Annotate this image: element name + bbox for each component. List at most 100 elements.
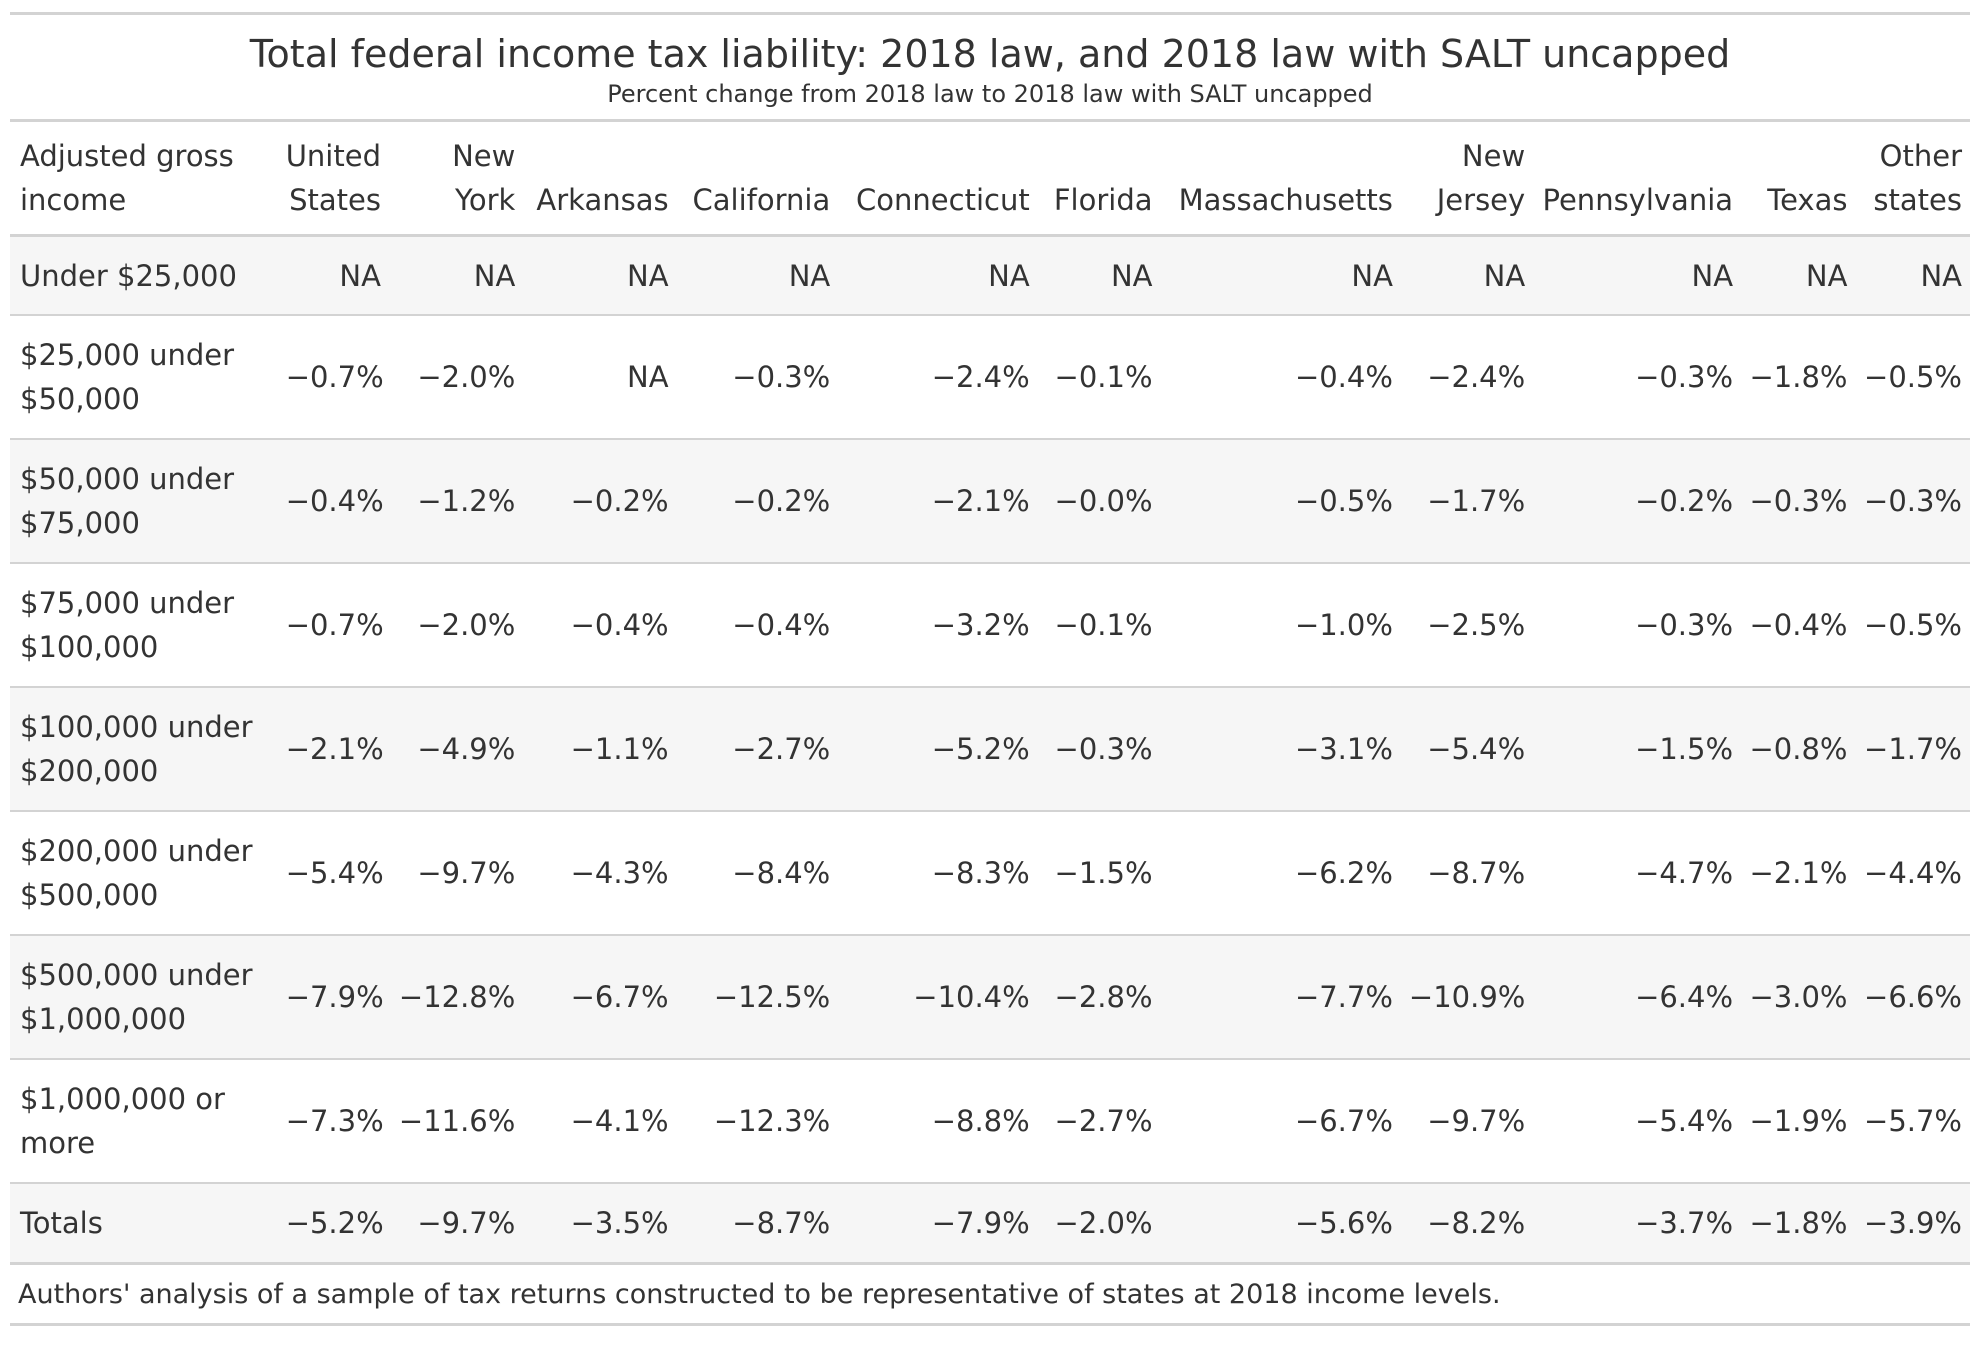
value-cell: −0.7% [285,360,384,394]
value-cell: NA [473,258,516,293]
value-cell: −0.5% [1864,360,1962,394]
income-cell: $100,000 under $200,000 [20,710,253,788]
value-cell: −1.9% [1749,1104,1848,1138]
value-cell: −4.3% [570,856,669,890]
value-cell: −2.5% [1427,608,1526,642]
value-cell: −2.1% [1749,856,1848,890]
table-subtitle: Percent change from 2018 law to 2018 law… [607,80,1373,108]
value-cell: −10.4% [913,980,1030,1014]
value-cell: −7.9% [285,980,384,1014]
value-cell: NA [1691,258,1734,293]
table-row: $50,000 under $75,000 −0.4% −1.2% −0.2% … [10,439,1970,563]
value-cell: −8.4% [732,856,831,890]
value-cell: −6.2% [1294,856,1393,890]
table-row: Under $25,000 NA NA NA NA NA NA NA NA NA… [10,235,1970,315]
value-cell: −2.1% [285,732,384,766]
value-cell: −4.7% [1635,856,1734,890]
value-cell: −1.0% [1294,608,1393,642]
value-cell: −12.3% [713,1104,831,1138]
value-cell: −9.7% [417,1206,516,1240]
value-cell: −1.5% [1054,856,1153,890]
value-cell: −3.7% [1635,1206,1734,1240]
value-cell: −1.2% [417,484,516,518]
value-cell: NA [1920,258,1962,293]
value-cell: −0.4% [732,608,831,642]
income-cell: Under $25,000 [20,258,237,293]
value-cell: −5.4% [1635,1104,1734,1138]
value-cell: −0.4% [570,608,669,642]
value-cell: −8.3% [931,856,1030,890]
value-cell: −2.7% [1054,1104,1153,1138]
value-cell: −12.8% [398,980,516,1014]
value-cell: −3.5% [570,1206,669,1240]
value-cell: −7.7% [1294,980,1393,1014]
value-cell: −7.9% [931,1206,1030,1240]
value-cell: −3.1% [1294,732,1393,766]
value-cell: −0.5% [1864,608,1962,642]
value-cell: NA [1110,258,1153,293]
value-cell: −0.2% [732,484,831,518]
value-cell: −0.8% [1749,732,1848,766]
income-cell: $25,000 under $50,000 [20,338,235,416]
value-cell: −11.6% [398,1104,516,1138]
tax-table-container: Total federal income tax liability: 2018… [10,12,1970,1326]
totals-row: Totals −5.2% −9.7% −3.5% −8.7% −7.9% −2.… [10,1183,1970,1264]
table-row: $200,000 under $500,000 −5.4% −9.7% −4.3… [10,811,1970,935]
value-cell: −0.3% [1635,608,1734,642]
value-cell: −0.2% [570,484,669,518]
value-cell: −0.2% [1635,484,1734,518]
value-cell: −5.4% [285,856,384,890]
value-cell: −5.7% [1864,1104,1962,1138]
value-cell: −0.3% [1635,360,1734,394]
table-row: $1,000,000 or more −7.3% −11.6% −4.1% −1… [10,1059,1970,1183]
column-header: Adjusted gross income [20,139,234,217]
column-header: New Jersey [1436,139,1526,217]
value-cell: −6.7% [1294,1104,1393,1138]
value-cell: −1.8% [1749,1206,1848,1240]
value-cell: −8.8% [931,1104,1030,1138]
value-cell: −8.7% [1427,856,1526,890]
value-cell: −5.4% [1427,732,1526,766]
column-header: United States [285,139,381,217]
column-header: Connecticut [856,183,1030,217]
value-cell: −10.9% [1408,980,1526,1014]
value-cell: −1.1% [570,732,669,766]
top-rule [10,12,1970,15]
table-title: Total federal income tax liability: 2018… [249,32,1731,76]
column-header: New York [452,139,516,217]
value-cell: −9.7% [1427,1104,1526,1138]
value-cell: −1.7% [1427,484,1526,518]
value-cell: −0.3% [1054,732,1153,766]
column-header: Florida [1053,183,1153,217]
income-cell: $500,000 under $1,000,000 [20,958,253,1036]
value-cell: −0.0% [1054,484,1153,518]
value-cell: −8.7% [732,1206,831,1240]
value-cell: −3.2% [931,608,1030,642]
column-header: California [692,183,831,217]
value-cell: −5.2% [285,1206,384,1240]
value-cell: −2.7% [732,732,831,766]
value-cell: −4.4% [1864,856,1962,890]
value-cell: −5.6% [1294,1206,1393,1240]
value-cell: −8.2% [1427,1206,1526,1240]
value-cell: −2.4% [1427,360,1526,394]
value-cell: −1.8% [1749,360,1848,394]
column-header: Texas [1767,183,1848,217]
value-cell: −7.3% [285,1104,384,1138]
value-cell: −0.4% [1749,608,1848,642]
value-cell: NA [627,258,669,293]
table-row: $100,000 under $200,000 −2.1% −4.9% −1.1… [10,687,1970,811]
column-header: Arkansas [536,183,669,217]
column-header: Pennsylvania [1542,183,1734,217]
value-cell: −3.0% [1749,980,1848,1014]
value-cell: NA [627,360,669,394]
value-cell: −5.2% [931,732,1030,766]
value-cell: −2.0% [1054,1206,1153,1240]
value-cell: −3.9% [1864,1206,1962,1240]
value-cell: −0.1% [1054,360,1153,394]
value-cell: −1.7% [1864,732,1962,766]
value-cell: NA [1483,258,1526,293]
income-cell: $1,000,000 or more [20,1082,225,1160]
source-note: Authors' analysis of a sample of tax ret… [10,1265,1970,1326]
value-cell: −2.4% [931,360,1030,394]
